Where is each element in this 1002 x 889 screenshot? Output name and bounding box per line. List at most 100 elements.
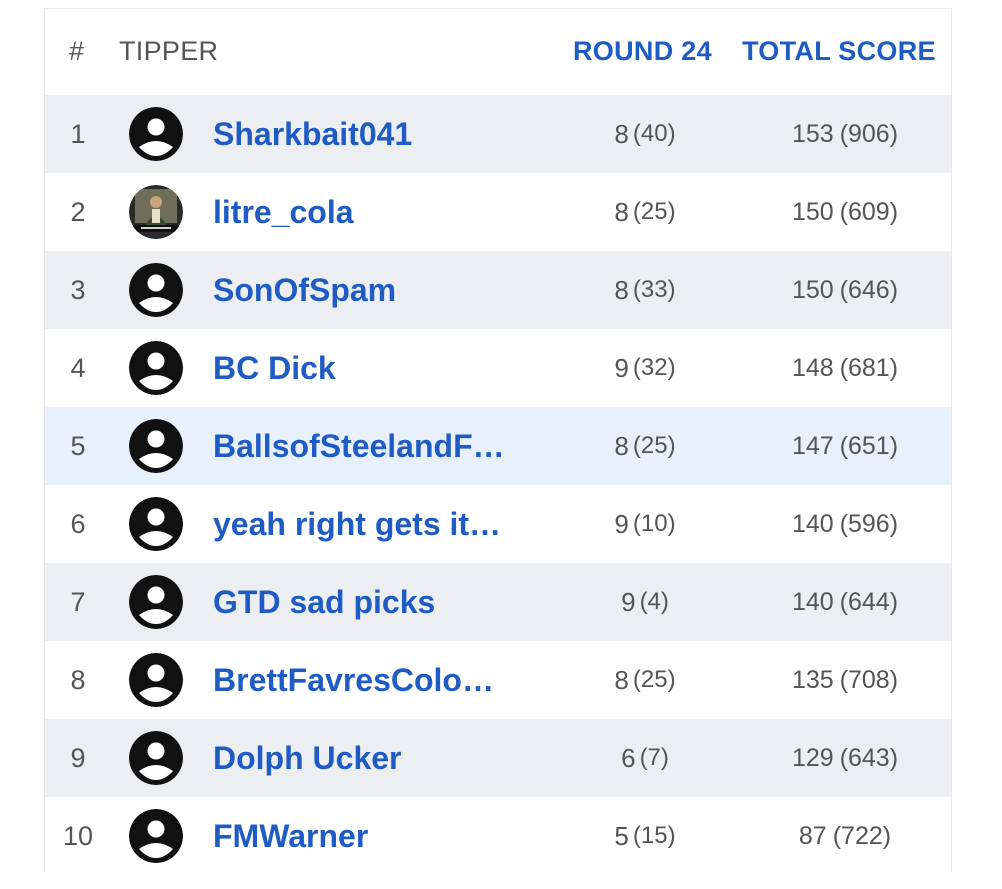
total-margin: (596)	[839, 509, 899, 538]
round-points: 8	[614, 430, 629, 461]
tipper-name-link[interactable]: BC Dick	[213, 349, 336, 386]
table-row[interactable]: 6 yeah right gets it… 9 (10) 140 (596)	[45, 485, 951, 563]
total-points: 135	[791, 665, 834, 694]
round-points: 9	[614, 352, 629, 383]
total-points: 147	[791, 431, 834, 460]
default-user-icon[interactable]	[129, 263, 183, 317]
row-rank: 5	[70, 430, 86, 461]
round-score: 8 (40)	[565, 95, 725, 173]
round-score: 9 (4)	[565, 563, 725, 641]
total-margin: (643)	[839, 743, 899, 772]
tipper-name-link[interactable]: Sharkbait041	[213, 115, 413, 152]
table-row[interactable]: 2 litre_cola 8 (25) 150 (609)	[45, 173, 951, 251]
default-user-icon[interactable]	[129, 809, 183, 863]
table-row[interactable]: 8 BrettFavresColo… 8 (25) 135 (708)	[45, 641, 951, 719]
round-score: 8 (25)	[565, 173, 725, 251]
tipper-name-link[interactable]: FMWarner	[213, 817, 369, 854]
round-score: 8 (33)	[565, 251, 725, 329]
total-points: 129	[791, 743, 834, 772]
round-score: 8 (25)	[565, 641, 725, 719]
total-points: 140	[791, 509, 834, 538]
total-margin: (651)	[839, 431, 899, 460]
total-score: 140 (596)	[745, 485, 945, 563]
round-margin: (32)	[632, 354, 676, 381]
total-margin: (708)	[839, 665, 899, 694]
default-user-icon[interactable]	[129, 653, 183, 707]
header-total-score-sort[interactable]: TOTAL SCORE	[742, 36, 936, 66]
round-margin: (25)	[632, 432, 676, 459]
total-margin: (646)	[839, 275, 899, 304]
round-points: 9	[614, 508, 629, 539]
row-rank: 8	[70, 664, 86, 695]
header-round-sort[interactable]: ROUND 24	[573, 36, 712, 66]
round-points: 5	[614, 820, 629, 851]
total-margin: (644)	[839, 587, 899, 616]
default-user-icon[interactable]	[129, 419, 183, 473]
round-score: 5 (15)	[565, 797, 725, 875]
row-rank: 9	[70, 742, 86, 773]
table-body: 1 Sharkbait041 8 (40) 153 (906) 2 litre_co…	[45, 95, 951, 875]
total-score: 140 (644)	[745, 563, 945, 641]
round-score: 9 (32)	[565, 329, 725, 407]
total-points: 148	[791, 353, 834, 382]
row-rank: 3	[70, 274, 86, 305]
round-points: 8	[614, 196, 629, 227]
round-margin: (15)	[632, 822, 676, 849]
total-score: 153 (906)	[745, 95, 945, 173]
round-points: 8	[614, 118, 629, 149]
tipper-name-link[interactable]: BallsofSteelandF…	[213, 427, 505, 464]
default-user-icon[interactable]	[129, 341, 183, 395]
round-margin: (4)	[639, 588, 669, 615]
photo-avatar[interactable]	[129, 185, 183, 239]
round-score: 6 (7)	[565, 719, 725, 797]
table-row[interactable]: 5 BallsofSteelandF… 8 (25) 147 (651)	[45, 407, 951, 485]
default-user-icon[interactable]	[129, 107, 183, 161]
round-margin: (33)	[632, 276, 676, 303]
table-row[interactable]: 10 FMWarner 5 (15) 87 (722)	[45, 797, 951, 875]
tipper-name-link[interactable]: Dolph Ucker	[213, 739, 402, 776]
default-user-icon[interactable]	[129, 497, 183, 551]
total-score: 150 (646)	[745, 251, 945, 329]
row-rank: 6	[70, 508, 86, 539]
tipper-name-link[interactable]: litre_cola	[213, 193, 354, 230]
round-points: 9	[621, 586, 636, 617]
round-score: 9 (10)	[565, 485, 725, 563]
total-score: 87 (722)	[745, 797, 945, 875]
row-rank: 10	[62, 820, 94, 851]
round-margin: (25)	[632, 666, 676, 693]
tipper-name-link[interactable]: yeah right gets it…	[213, 505, 502, 542]
row-rank: 7	[70, 586, 86, 617]
round-points: 8	[614, 274, 629, 305]
table-header: # TIPPER ROUND 24 TOTAL SCORE	[45, 9, 951, 95]
header-rank: #	[69, 36, 85, 66]
leaderboard-table: # TIPPER ROUND 24 TOTAL SCORE 1 Sharkbai…	[44, 8, 952, 875]
table-row[interactable]: 7 GTD sad picks 9 (4) 140 (644)	[45, 563, 951, 641]
round-margin: (10)	[632, 510, 676, 537]
round-margin: (7)	[639, 744, 669, 771]
round-score: 8 (25)	[565, 407, 725, 485]
total-margin: (906)	[839, 119, 899, 148]
row-rank: 2	[70, 196, 86, 227]
table-row[interactable]: 4 BC Dick 9 (32) 148 (681)	[45, 329, 951, 407]
total-margin: (609)	[839, 197, 899, 226]
header-tipper: TIPPER	[119, 36, 219, 66]
tipper-name-link[interactable]: SonOfSpam	[213, 271, 397, 308]
total-points: 150	[791, 275, 834, 304]
total-points: 150	[791, 197, 834, 226]
tipper-name-link[interactable]: BrettFavresColo…	[213, 661, 494, 698]
tipper-name-link[interactable]: GTD sad picks	[213, 583, 436, 620]
table-row[interactable]: 9 Dolph Ucker 6 (7) 129 (643)	[45, 719, 951, 797]
total-margin: (722)	[832, 821, 892, 850]
round-points: 8	[614, 664, 629, 695]
table-row[interactable]: 3 SonOfSpam 8 (33) 150 (646)	[45, 251, 951, 329]
round-margin: (25)	[632, 198, 676, 225]
table-row[interactable]: 1 Sharkbait041 8 (40) 153 (906)	[45, 95, 951, 173]
round-points: 6	[621, 742, 636, 773]
default-user-icon[interactable]	[129, 575, 183, 629]
total-score: 135 (708)	[745, 641, 945, 719]
row-rank: 4	[70, 352, 86, 383]
total-score: 147 (651)	[745, 407, 945, 485]
total-points: 87	[798, 821, 827, 850]
default-user-icon[interactable]	[129, 731, 183, 785]
total-score: 148 (681)	[745, 329, 945, 407]
